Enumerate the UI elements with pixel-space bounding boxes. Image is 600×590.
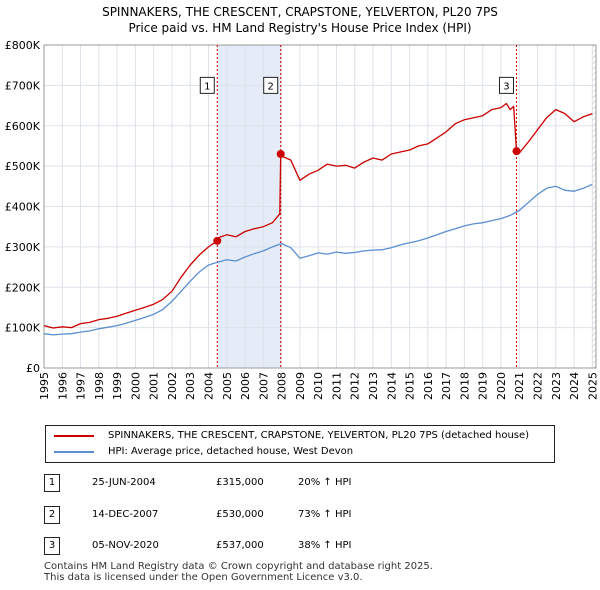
x-tick-label: 2019: [477, 372, 490, 400]
x-tick-label: 2012: [349, 372, 362, 400]
x-tick-label: 2014: [385, 372, 398, 400]
sale-label-box: [498, 76, 514, 94]
x-tick-label: 1997: [75, 372, 88, 400]
x-tick-label: 2009: [294, 372, 307, 400]
x-tick-label: 1999: [111, 372, 124, 400]
x-tick-label: 2002: [166, 372, 179, 400]
legend-swatch-hpi: [54, 451, 94, 453]
sale-date: 14-DEC-2007: [92, 509, 159, 520]
x-tick-label: 2011: [330, 372, 343, 400]
x-tick-label: 2000: [129, 372, 142, 400]
x-tick-label: 2010: [312, 372, 325, 400]
sale-badge: 3: [44, 537, 60, 555]
chart-subtitle: Price paid vs. HM Land Registry's House …: [128, 21, 472, 35]
x-tick-label: 2024: [568, 372, 581, 400]
hpi-line: [43, 183, 593, 336]
x-tick-label: 2021: [513, 372, 526, 400]
y-tick-label: £600K: [5, 120, 41, 133]
sale-hpi-change: 38% ↑ HPI: [298, 540, 352, 551]
x-tick-label: 2020: [495, 372, 508, 400]
sale-hpi-change: 20% ↑ HPI: [298, 477, 352, 488]
property-price-line: [43, 102, 593, 329]
x-tick-label: 2022: [532, 372, 545, 400]
sale-label: 1: [204, 81, 210, 92]
legend-label-hpi: HPI: Average price, detached house, West…: [108, 446, 354, 457]
sale-point: [276, 150, 285, 159]
sale-point: [213, 236, 222, 245]
y-tick-label: £700K: [5, 79, 41, 92]
sale-label-box: [199, 76, 215, 94]
legend-swatch-property: [54, 435, 94, 437]
sale-point: [512, 147, 521, 156]
sale-label-box: [263, 76, 279, 94]
price-chart: £0 £100K £200K £300K £400K £500K £600K £700K £80…: [5, 39, 600, 400]
sale-label: 3: [503, 81, 509, 92]
x-tick-label: 2015: [404, 372, 417, 400]
y-tick-label: £300K: [5, 241, 41, 254]
sale-hpi-change: 73% ↑ HPI: [298, 509, 352, 520]
sale-price: £537,000: [216, 540, 264, 551]
x-tick-label: 2016: [422, 372, 435, 400]
legend-label-property: SPINNAKERS, THE CRESCENT, CRAPSTONE, YEL…: [108, 430, 530, 441]
footer-licence: This data is licensed under the Open Gov…: [44, 572, 363, 583]
y-tick-label: £100K: [5, 322, 41, 335]
x-tick-label: 1995: [38, 372, 51, 400]
y-tick-label: £200K: [5, 281, 41, 294]
sale-label: 2: [268, 81, 274, 92]
x-tick-label: 2005: [221, 372, 234, 400]
x-tick-label: 2006: [239, 372, 252, 400]
sale-date: 25-JUN-2004: [92, 477, 156, 488]
x-tick-label: 2008: [276, 372, 289, 400]
x-tick-label: 1998: [93, 372, 106, 400]
sale-badge: 2: [44, 506, 60, 524]
chart-title: SPINNAKERS, THE CRESCENT, CRAPSTONE, YEL…: [102, 5, 498, 19]
sale-badge: 1: [44, 474, 60, 492]
x-tick-label: 2001: [148, 372, 161, 400]
plot-border: [43, 44, 597, 369]
sale-date: 05-NOV-2020: [92, 540, 159, 551]
sale-price: £530,000: [216, 509, 264, 520]
x-tick-label: 2007: [257, 372, 270, 400]
x-tick-label: 2018: [458, 372, 471, 400]
x-tick-label: 2013: [367, 372, 380, 400]
footer-copyright: Contains HM Land Registry data © Crown c…: [44, 561, 433, 572]
x-tick-label: 2017: [440, 372, 453, 400]
y-tick-label: £400K: [5, 201, 41, 214]
x-tick-label: 2023: [550, 372, 563, 400]
x-tick-label: 1996: [56, 372, 69, 400]
y-tick-label: £500K: [5, 160, 41, 173]
x-tick-label: 2004: [203, 372, 216, 400]
y-tick-label: £800K: [5, 39, 41, 52]
x-tick-label: 2025: [586, 372, 599, 400]
legend: SPINNAKERS, THE CRESCENT, CRAPSTONE, YEL…: [45, 425, 555, 463]
sale-price: £315,000: [216, 477, 264, 488]
x-tick-label: 2003: [184, 372, 197, 400]
y-tick-label: £0: [26, 362, 40, 375]
